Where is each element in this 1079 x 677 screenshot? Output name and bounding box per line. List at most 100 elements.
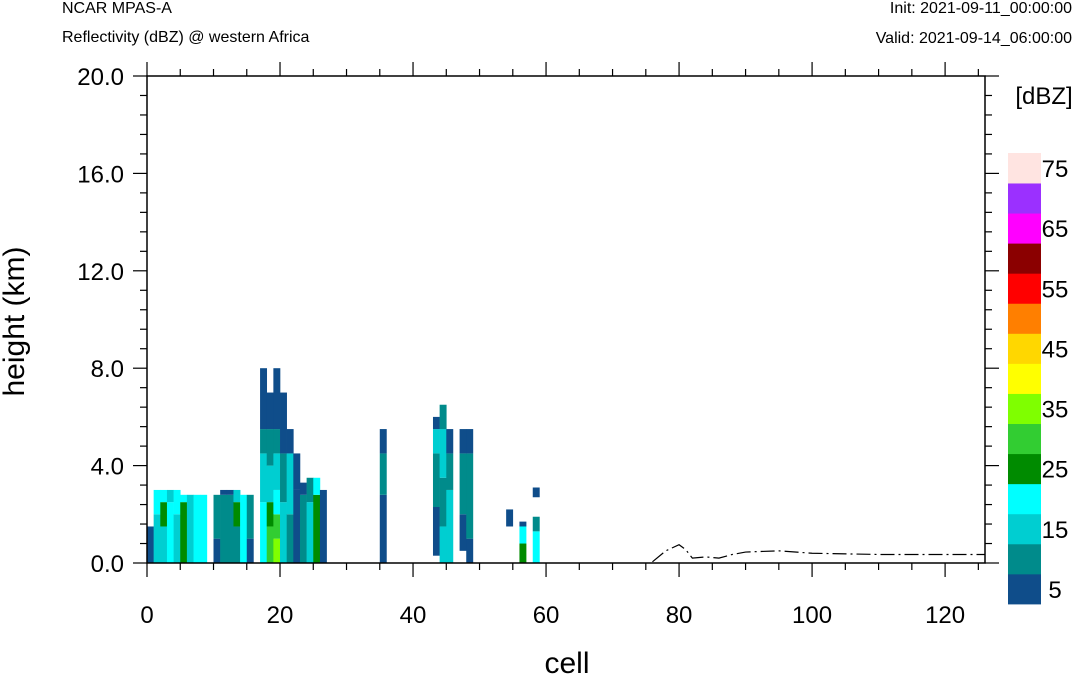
reflectivity-cell [306,502,314,564]
y-tick-label: 12.0 [77,259,124,286]
reflectivity-cell [260,429,268,454]
reflectivity-cell [166,502,174,564]
reflectivity-cell [506,509,514,527]
reflectivity-cell [432,453,440,507]
colorbar-swatch [1008,213,1041,244]
reflectivity-cell [439,526,447,563]
reflectivity-cell [147,526,154,563]
reflectivity-cell [233,502,241,527]
reflectivity-cell [280,502,287,564]
reflectivity-cell [379,494,387,563]
colorbar-swatch [1008,453,1041,485]
reflectivity-cell [266,429,274,466]
reflectivity-cell [446,489,454,563]
reflectivity-cell [233,489,241,503]
reflectivity-cell [313,494,321,563]
colorbar-swatch [1008,483,1041,515]
x-tick-label: 60 [533,602,560,629]
colorbar-swatch [1008,423,1041,455]
colorbar-labels: 5 15 25 35 45 55 65 75 [1042,156,1069,604]
reflectivity-cell [166,489,174,503]
init-time: Init: 2021-09-11_00:00:00 [889,0,1072,17]
reflectivity-cell [260,502,268,564]
reflectivity-cell [459,514,467,551]
x-tick-label: 100 [792,602,832,629]
colorbar-swatch [1008,393,1041,424]
reflectivity-cell [532,531,540,563]
reflectivity-cell [439,477,447,527]
terrain-line [652,544,985,563]
colorbar-label: 15 [1042,517,1069,544]
colorbar-swatch [1008,333,1041,364]
reflectivity-cell [446,429,454,454]
reflectivity-cell [153,489,161,515]
reflectivity-cell [532,516,540,532]
reflectivity-cell [519,521,527,527]
reflectivity-cell [246,538,254,563]
colorbar-label: 65 [1042,216,1069,243]
colorbar-label: 25 [1042,457,1069,484]
reflectivity-cell [260,368,268,430]
reflectivity-cell [466,538,474,563]
axis-ticks [133,62,999,577]
reflectivity-cell [213,538,221,563]
field-title: Reflectivity (dBZ) @ western Africa [62,29,310,46]
reflectivity-cell [226,489,234,495]
reflectivity-cell [459,453,467,515]
reflectivity-cell [379,429,387,454]
reflectivity-cell [313,477,321,495]
reflectivity-cell [180,494,188,503]
reflectivity-cell [466,429,474,454]
colorbar-swatch [1008,153,1041,184]
reflectivity-cell [260,453,268,503]
reflectivity-cell [432,429,440,454]
y-tick-label: 0.0 [91,551,124,578]
reflectivity-cell [432,507,440,556]
colorbar-label: 55 [1042,276,1069,303]
reflectivity-cell [193,494,201,563]
reflectivity-cell [439,404,447,430]
reflectivity-cells [147,368,540,564]
reflectivity-cell [246,494,254,539]
reflectivity-cell [160,489,168,503]
reflectivity-cell [446,453,454,490]
y-axis-title: height (km) [0,246,31,396]
colorbar-swatch [1008,543,1041,575]
reflectivity-cell [220,494,228,563]
x-tick-label: 20 [267,602,294,629]
colorbar-swatch [1008,363,1041,394]
reflectivity-cell [173,489,181,515]
reflectivity-cell [220,489,228,495]
reflectivity-cell [519,526,527,544]
x-tick-labels: 0 20 40 60 80 100 120 [140,602,965,629]
reflectivity-cell [273,429,281,454]
reflectivity-cell [273,368,281,430]
y-tick-labels: 0.0 4.0 8.0 12.0 16.0 20.0 [77,64,124,578]
colorbar [1008,153,1041,605]
x-tick-label: 0 [140,602,153,629]
x-tick-label: 40 [400,602,427,629]
model-title: NCAR MPAS-A [62,0,172,17]
colorbar-swatch [1008,573,1041,605]
x-tick-label: 80 [666,602,693,629]
reflectivity-cell [299,494,307,563]
reflectivity-cell [280,453,287,503]
reflectivity-cell [273,489,281,515]
colorbar-label: 45 [1042,336,1069,363]
reflectivity-cell [186,494,194,563]
colorbar-swatch [1008,183,1041,214]
reflectivity-cell [306,477,314,503]
reflectivity-cell [153,514,161,563]
colorbar-label: 75 [1042,156,1069,183]
reflectivity-cell [293,489,301,563]
reflectivity-cell [432,416,440,430]
reflectivity-cell [180,502,188,564]
reflectivity-cell [266,465,274,503]
reflectivity-cell [379,453,387,495]
reflectivity-cell [299,482,307,495]
reflectivity-cell [519,543,527,563]
reflectivity-cell [240,494,248,563]
reflectivity-cell [466,453,474,539]
reflectivity-cell [213,494,221,539]
